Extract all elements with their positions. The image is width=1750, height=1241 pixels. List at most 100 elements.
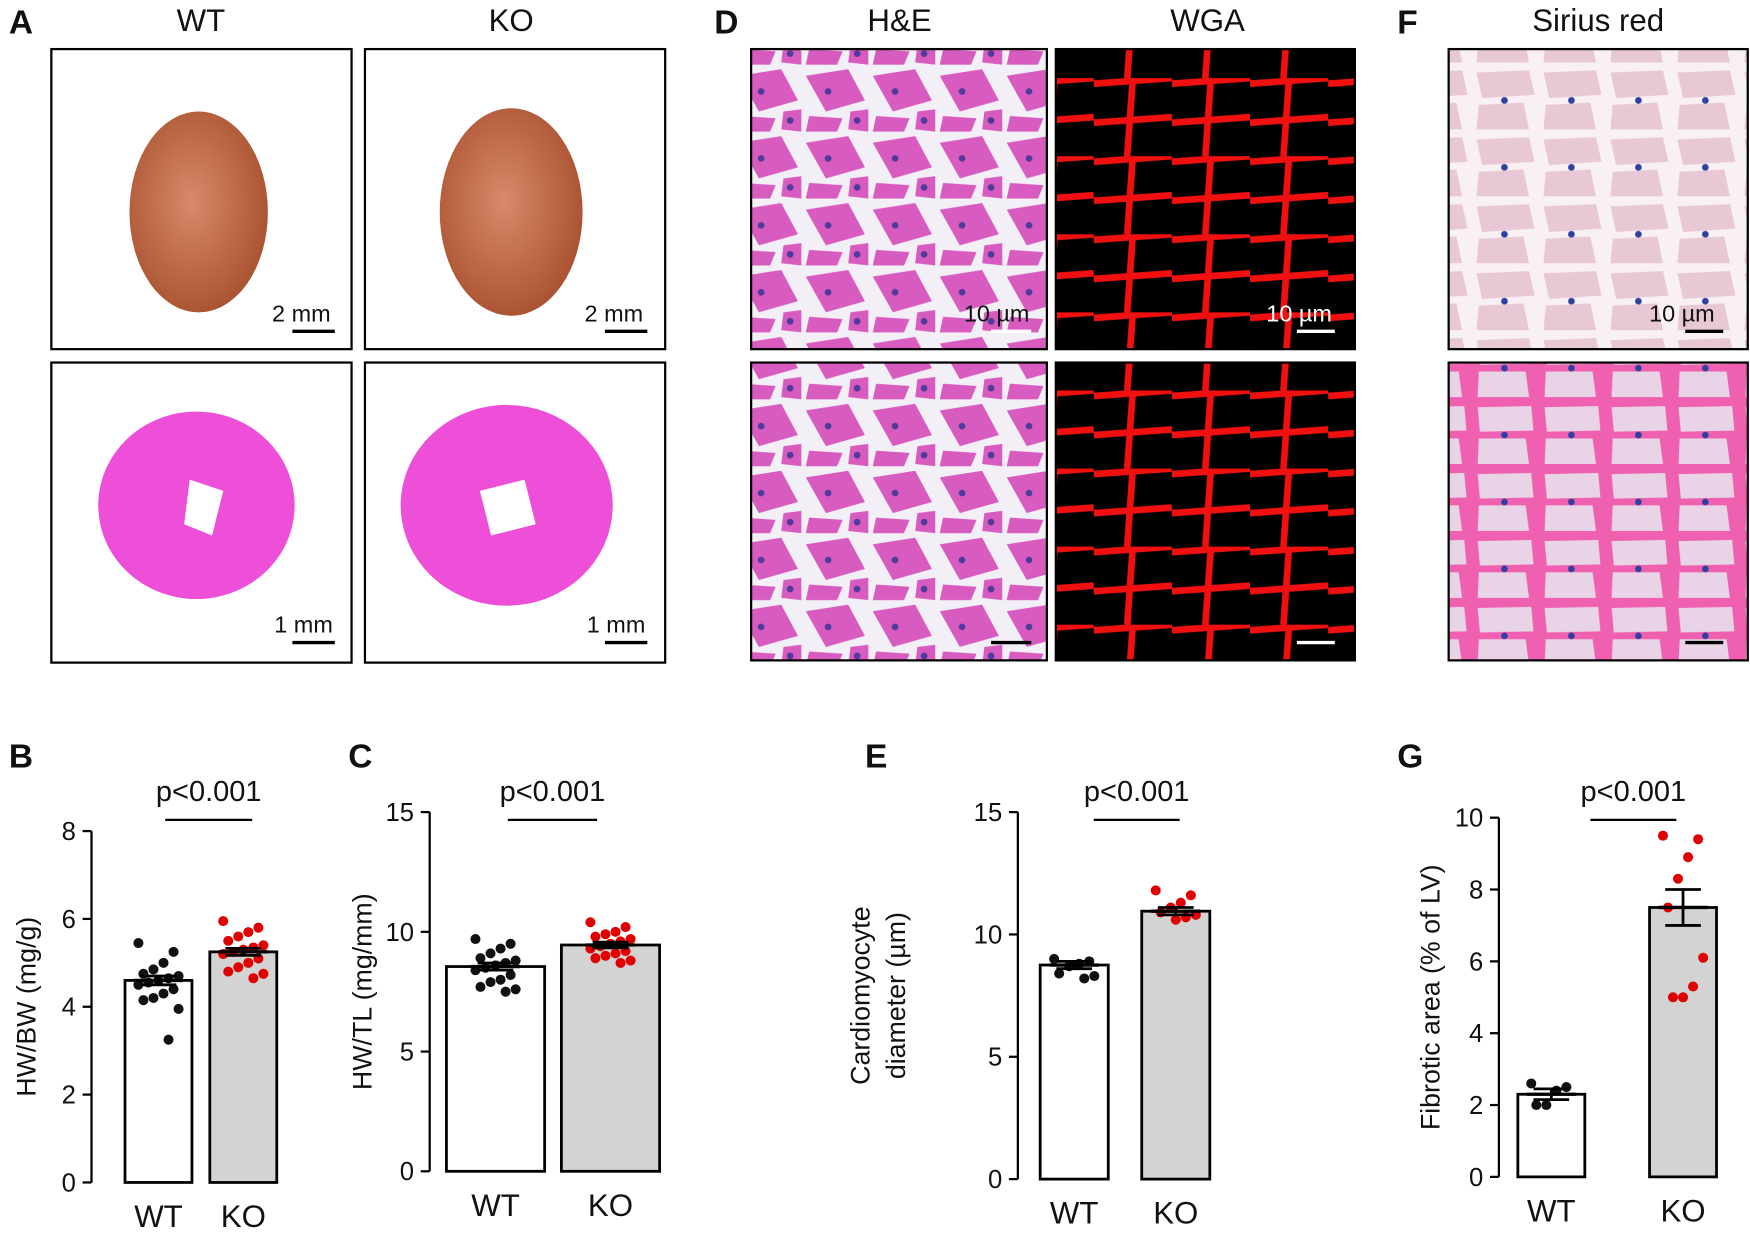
data-point xyxy=(258,968,269,979)
data-point xyxy=(610,948,621,959)
data-point xyxy=(610,926,621,937)
column-title: KO xyxy=(489,3,534,38)
y-tick-label: 6 xyxy=(1469,948,1483,976)
heart-image xyxy=(129,111,268,313)
bar xyxy=(208,950,279,1184)
y-tick-label: 4 xyxy=(1469,1020,1483,1048)
x-tick-label: KO xyxy=(221,1199,266,1234)
data-point xyxy=(1667,992,1679,1003)
scale-label: 2 mm xyxy=(272,300,331,326)
data-point xyxy=(253,922,264,933)
data-point xyxy=(223,935,234,946)
data-point xyxy=(163,1034,174,1045)
x-tick-label: WT xyxy=(471,1188,520,1223)
data-point xyxy=(248,973,259,984)
data-point xyxy=(1175,897,1186,908)
annotation: p<0.001 xyxy=(156,776,262,808)
data-point xyxy=(475,981,486,992)
data-point xyxy=(148,964,159,975)
y-tick-label: 10 xyxy=(1455,805,1484,833)
y-tick-label: 15 xyxy=(386,799,415,827)
bar xyxy=(1038,963,1110,1181)
bar xyxy=(559,943,661,1173)
y-tick-label: 5 xyxy=(988,1044,1002,1072)
data-point xyxy=(485,948,496,959)
bar xyxy=(1516,1092,1587,1179)
y-tick-label: 0 xyxy=(400,1158,414,1186)
panel-letter: D xyxy=(714,4,738,41)
data-point xyxy=(485,977,496,988)
data-point xyxy=(510,984,521,995)
y-tick-label: 8 xyxy=(1469,876,1483,904)
column-title: WT xyxy=(177,3,226,38)
y-axis-label: diameter (µm) xyxy=(881,912,911,1079)
data-point xyxy=(233,962,244,973)
data-point xyxy=(1054,968,1065,979)
data-point xyxy=(585,917,596,928)
y-tick-label: 15 xyxy=(974,799,1003,827)
data-point xyxy=(173,1003,184,1014)
data-point xyxy=(470,933,481,945)
annotation: p<0.001 xyxy=(1084,776,1190,808)
data-point xyxy=(1693,834,1704,845)
data-point xyxy=(133,979,144,990)
y-tick-label: 10 xyxy=(386,919,415,947)
data-point xyxy=(1678,992,1689,1003)
column-title: WGA xyxy=(1170,3,1245,38)
y-axis-label: Fibrotic area (% of LV) xyxy=(1416,864,1446,1130)
scale-bars xyxy=(292,329,1724,645)
scale-label: 10 µm xyxy=(1266,300,1332,326)
y-tick-label: 10 xyxy=(974,921,1003,949)
panel-letter: E xyxy=(865,738,887,775)
data-point xyxy=(505,938,516,949)
panel-letter: C xyxy=(348,738,372,775)
bar-chart: E 0 5 10 15 Cardiomyocyte diameter (µm) WT KO p<0… xyxy=(845,738,1212,1231)
data-point xyxy=(505,969,516,980)
data-point xyxy=(133,938,144,949)
data-point xyxy=(158,957,169,968)
data-point xyxy=(625,955,636,966)
data-point xyxy=(1688,981,1699,992)
bar xyxy=(1648,906,1718,1179)
y-tick-label: 2 xyxy=(62,1082,76,1110)
data-point xyxy=(1089,971,1100,982)
data-point xyxy=(500,986,511,997)
bar-chart: B 0 2 4 6 8 HW/BW (mg/g) WT KO p<0.001 xyxy=(9,738,279,1234)
y-axis-label: HW/TL (mg/mm) xyxy=(348,893,378,1090)
bar-chart: C 0 5 10 15 HW/TL (mg/mm) WT KO p<0.001 xyxy=(348,738,661,1223)
data-point xyxy=(1683,852,1694,863)
heart-image xyxy=(439,108,583,316)
x-tick-label: WT xyxy=(1050,1196,1099,1231)
data-point xyxy=(475,953,486,964)
y-tick-label: 4 xyxy=(62,994,76,1022)
y-tick-label: 0 xyxy=(62,1169,76,1197)
y-tick-label: 0 xyxy=(1469,1164,1483,1192)
data-point xyxy=(158,988,169,999)
scale-label: 10 µm xyxy=(1649,300,1715,326)
scale-label: 2 mm xyxy=(585,300,644,326)
data-point xyxy=(1170,914,1181,925)
x-tick-label: KO xyxy=(588,1188,633,1223)
data-point xyxy=(1185,890,1196,901)
data-point xyxy=(600,950,611,961)
y-tick-label: 0 xyxy=(988,1166,1002,1194)
x-tick-label: KO xyxy=(1153,1196,1198,1231)
scale-label: 1 mm xyxy=(274,612,333,638)
image-panels: A D F WT KO H&E WGA Sirius red 2 mm 2 mm… xyxy=(9,3,1749,664)
y-axis-label: Cardiomyocyte xyxy=(845,906,875,1084)
y-tick-label: 8 xyxy=(62,818,76,846)
data-point xyxy=(1526,1078,1537,1089)
panel-letter: F xyxy=(1397,4,1417,41)
data-point xyxy=(590,931,601,942)
data-point xyxy=(223,966,234,977)
data-point xyxy=(590,953,601,964)
bar xyxy=(445,965,547,1173)
column-title: H&E xyxy=(867,3,931,38)
panel-letter: G xyxy=(1397,738,1423,775)
data-point xyxy=(1541,1100,1552,1111)
column-title: Sirius red xyxy=(1532,3,1664,38)
data-point xyxy=(1698,952,1709,963)
data-point xyxy=(233,931,244,942)
data-point xyxy=(1561,1082,1572,1093)
data-point xyxy=(1150,885,1161,896)
